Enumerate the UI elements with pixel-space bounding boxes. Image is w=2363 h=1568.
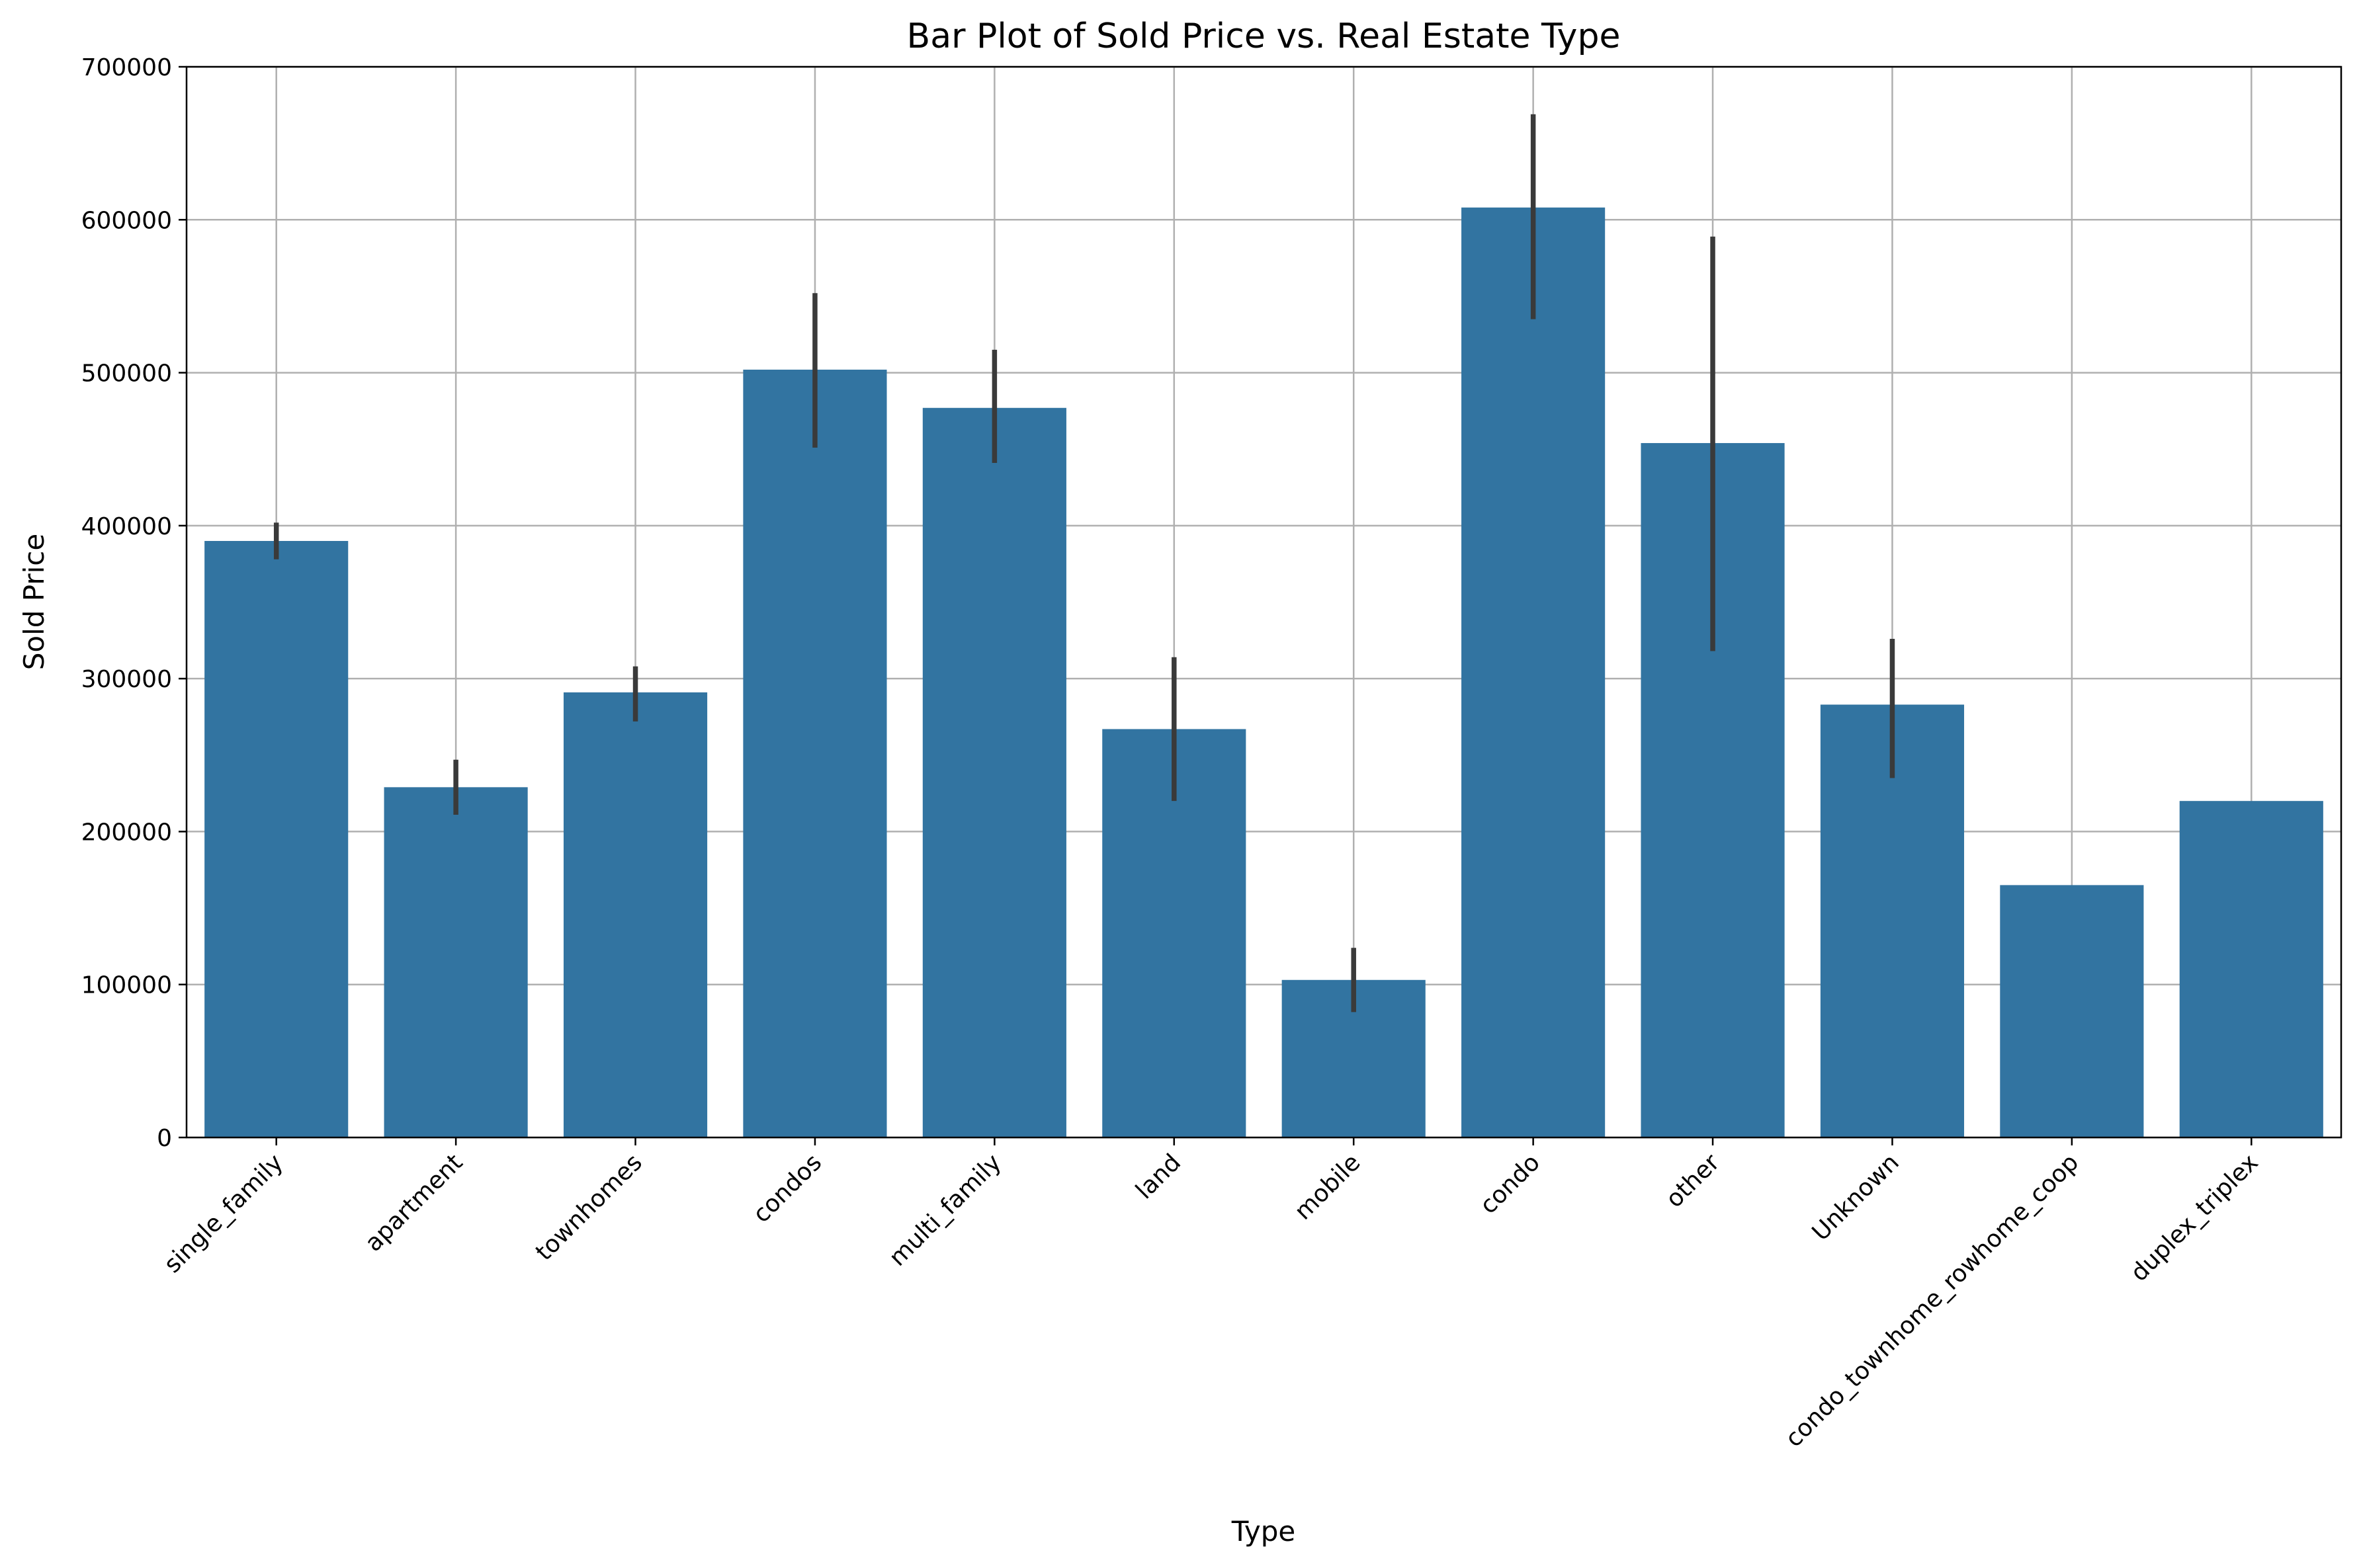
- y-tick-label: 700000: [81, 54, 172, 81]
- y-tick-label: 400000: [81, 513, 172, 540]
- bar-duplex_triplex: [2179, 801, 2323, 1137]
- bar-townhomes: [563, 692, 708, 1137]
- y-tick-label: 300000: [81, 666, 172, 693]
- bar-condo_townhome_rowhome_coop: [2000, 885, 2144, 1137]
- y-axis-ticks: 0 100000 200000 300000 400000 500000 600000 700…: [81, 54, 187, 1152]
- axes: [185, 65, 2342, 1139]
- bar-condo: [1461, 207, 1606, 1138]
- y-tick-label: 500000: [81, 360, 172, 388]
- bar-single_family: [204, 540, 349, 1137]
- bar-condos: [743, 369, 887, 1137]
- bars: [204, 207, 2323, 1138]
- bar-multi_family: [922, 407, 1066, 1138]
- y-tick-label: 0: [157, 1125, 172, 1152]
- y-tick-label: 200000: [81, 819, 172, 846]
- plot-frame: [185, 65, 2342, 1139]
- bar-apartment: [384, 787, 528, 1137]
- x-axis-label: Type: [1231, 1515, 1295, 1547]
- y-tick-label: 600000: [81, 207, 172, 234]
- chart-title: Bar Plot of Sold Price vs. Real Estate T…: [907, 17, 1621, 56]
- error-bars: [273, 114, 1895, 1012]
- y-tick-label: 100000: [81, 972, 172, 999]
- y-axis-label: Sold Price: [18, 534, 50, 671]
